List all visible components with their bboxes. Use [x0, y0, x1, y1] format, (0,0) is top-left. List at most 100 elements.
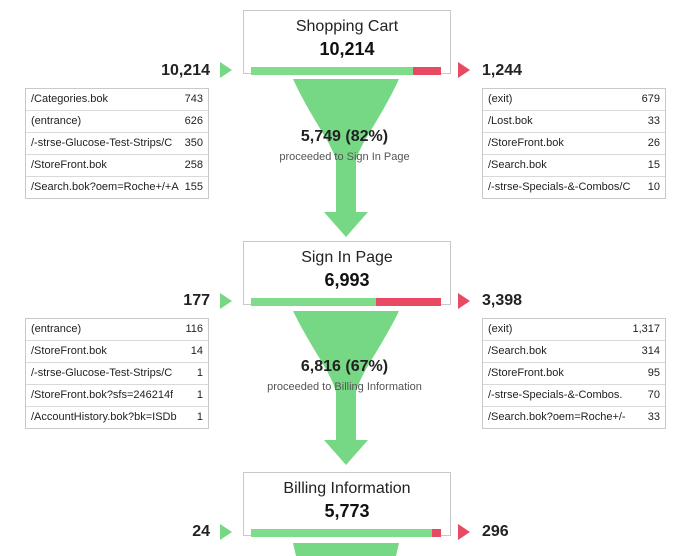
- table-row[interactable]: /-strse-Glucose-Test-Strips/C 350: [26, 133, 208, 155]
- exit-destinations-table: (exit) 1,317/Search.bok 314/StoreFront.bok…: [482, 318, 666, 429]
- table-row[interactable]: /-strse-Specials-&-Combos/C 10: [483, 177, 665, 198]
- table-row[interactable]: /Search.bok?oem=Roche+/+A 155: [26, 177, 208, 198]
- row-label: /Categories.bok: [31, 93, 109, 105]
- entrance-count: 10,214: [161, 62, 210, 79]
- row-value: 26: [647, 137, 660, 149]
- entrance-count: 24: [192, 523, 210, 540]
- row-label: /-strse-Glucose-Test-Strips/C: [31, 137, 173, 149]
- row-value: 1,317: [632, 323, 660, 335]
- row-value: 350: [184, 137, 203, 149]
- row-value: 10: [647, 181, 660, 193]
- table-row[interactable]: /-strse-Glucose-Test-Strips/C 1: [26, 363, 208, 385]
- table-row[interactable]: /Search.bok 15: [483, 155, 665, 177]
- exit-bar: [432, 529, 441, 537]
- table-row[interactable]: /StoreFront.bok 95: [483, 363, 665, 385]
- entrance-sources-table: (entrance) 116/StoreFront.bok 14 /-strse-Gl…: [25, 318, 209, 429]
- exit-count: 1,244: [482, 62, 523, 79]
- proceed-bar: [251, 529, 432, 537]
- exit-count: 3,398: [482, 292, 523, 309]
- exit-bar: [413, 67, 441, 75]
- step-progress-bar: [251, 298, 441, 306]
- funnel-step-sign-in-page[interactable]: Sign In Page 6,993: [243, 241, 451, 305]
- row-label: /StoreFront.bok: [488, 137, 564, 149]
- proceed-label: proceeded to Billing Information: [267, 381, 422, 393]
- funnel-shape: [293, 79, 399, 212]
- row-label: (exit): [488, 323, 513, 335]
- row-label: /-strse-Specials-&-Combos/C: [488, 181, 631, 193]
- proceed-bar: [251, 298, 376, 306]
- entrance-sources-table: /Categories.bok 743 (entrance) 626 /-strse-G…: [25, 88, 209, 199]
- step-progress-bar: [251, 67, 441, 75]
- exit-arrow-icon: [458, 62, 470, 78]
- row-value: 1: [196, 411, 203, 423]
- row-value: 1: [196, 389, 203, 401]
- step-name: Shopping Cart: [295, 18, 399, 35]
- exit-bar: [376, 298, 441, 306]
- row-value: 70: [647, 389, 660, 401]
- row-label: /-strse-Specials-&-Combos.: [488, 389, 623, 401]
- table-row[interactable]: /Search.bok 314: [483, 341, 665, 363]
- row-value: 679: [641, 93, 660, 105]
- table-row[interactable]: /Search.bok?oem=Roche+/- 33: [483, 407, 665, 428]
- row-label: /StoreFront.bok: [488, 367, 564, 379]
- row-value: 1: [196, 367, 203, 379]
- step-count: 5,773: [324, 501, 370, 521]
- table-row[interactable]: (exit) 1,317: [483, 319, 665, 341]
- row-label: /StoreFront.bok: [31, 159, 107, 171]
- funnel-arrow: [324, 440, 368, 465]
- row-value: 743: [184, 93, 203, 105]
- row-value: 14: [190, 345, 203, 357]
- proceed-percentage: 5,749 (82%): [300, 128, 389, 145]
- row-value: 116: [185, 323, 203, 335]
- entrance-arrow-icon: [220, 524, 232, 540]
- row-value: 155: [184, 181, 203, 193]
- exit-destinations-table: (exit) 679/Lost.bok 33/StoreFront.bok 26/Se…: [482, 88, 666, 199]
- row-label: /Search.bok: [488, 345, 547, 357]
- table-row[interactable]: /StoreFront.bok?sfs=246214f 1: [26, 385, 208, 407]
- step-name: Billing Information: [283, 480, 411, 497]
- funnel-arrow: [324, 212, 368, 237]
- step-name: Sign In Page: [301, 249, 393, 266]
- funnel-step-billing-information[interactable]: Billing Information 5,773: [243, 472, 451, 536]
- table-row[interactable]: /StoreFront.bok 14: [26, 341, 208, 363]
- table-row[interactable]: /StoreFront.bok 258: [26, 155, 208, 177]
- table-row[interactable]: (entrance) 116: [26, 319, 208, 341]
- funnel-step-shopping-cart[interactable]: Shopping Cart 10,214: [243, 10, 451, 74]
- table-row[interactable]: /StoreFront.bok 26: [483, 133, 665, 155]
- row-value: 314: [641, 345, 660, 357]
- table-row[interactable]: /Lost.bok 33: [483, 111, 665, 133]
- row-value: 15: [647, 159, 660, 171]
- step-count: 10,214: [319, 39, 375, 59]
- row-value: 33: [647, 115, 660, 127]
- row-label: /Search.bok: [488, 159, 547, 171]
- table-row[interactable]: /-strse-Specials-&-Combos. 70: [483, 385, 665, 407]
- table-row[interactable]: /Categories.bok 743: [26, 89, 208, 111]
- row-value: 258: [184, 159, 203, 171]
- entrance-count: 177: [183, 292, 210, 309]
- exit-count: 296: [482, 523, 509, 540]
- funnel-shape: [293, 311, 399, 440]
- row-value: 33: [647, 411, 660, 423]
- row-label: /StoreFront.bok?sfs=246214f: [31, 389, 174, 401]
- row-label: (exit): [488, 93, 513, 105]
- row-label: /AccountHistory.bok?bk=ISDb: [31, 411, 177, 423]
- entrance-arrow-icon: [220, 62, 232, 78]
- step-progress-bar: [251, 529, 441, 537]
- proceed-label: proceeded to Sign In Page: [279, 151, 410, 163]
- entrance-arrow-icon: [220, 293, 232, 309]
- table-row[interactable]: (exit) 679: [483, 89, 665, 111]
- row-label: (entrance): [31, 323, 82, 335]
- row-value: 626: [184, 115, 203, 127]
- table-row[interactable]: (entrance) 626: [26, 111, 208, 133]
- proceed-percentage: 6,816 (67%): [300, 358, 389, 375]
- row-label: /Search.bok?oem=Roche+/-: [488, 411, 626, 423]
- exit-arrow-icon: [458, 524, 470, 540]
- table-row[interactable]: /AccountHistory.bok?bk=ISDb 1: [26, 407, 208, 428]
- row-label: (entrance): [31, 115, 82, 127]
- row-label: /StoreFront.bok: [31, 345, 107, 357]
- row-label: /Lost.bok: [488, 115, 533, 127]
- exit-arrow-icon: [458, 293, 470, 309]
- row-label: /Search.bok?oem=Roche+/+A: [31, 181, 179, 193]
- row-value: 95: [647, 367, 660, 379]
